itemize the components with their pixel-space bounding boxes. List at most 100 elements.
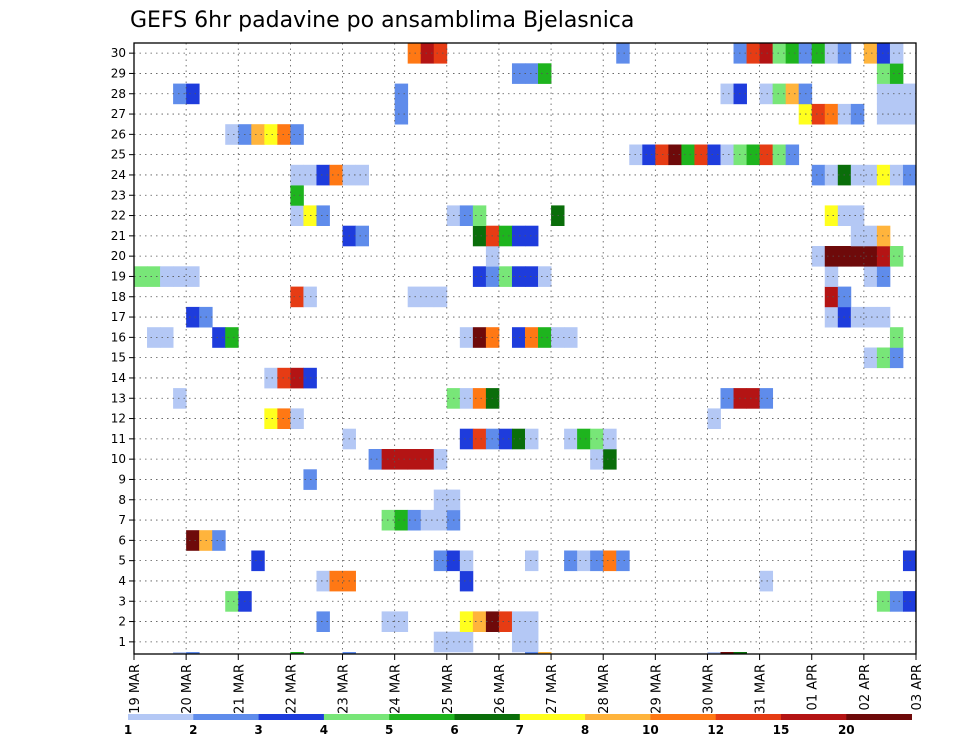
cell-member-21-step-96 bbox=[472, 225, 487, 247]
cell-member-21-step-125 bbox=[850, 225, 865, 247]
legend-swatch-4 bbox=[389, 714, 455, 720]
cell-member-16-step-95 bbox=[459, 327, 474, 348]
cell-member-30-step-127 bbox=[876, 43, 891, 64]
cell-member-2-step-100 bbox=[525, 611, 539, 632]
cell-member-5-step-103 bbox=[564, 550, 578, 572]
legend-label: 7 bbox=[516, 723, 524, 737]
y-tick-label: 16 bbox=[111, 330, 126, 344]
cell-member-20-step-122 bbox=[811, 246, 826, 267]
cell-member-30-step-123 bbox=[824, 43, 839, 64]
x-tick-label: 25 MAR bbox=[441, 664, 456, 714]
cell-member-12-step-82 bbox=[290, 408, 304, 429]
cell-member-15-step-128 bbox=[889, 347, 904, 369]
legend-swatch-2 bbox=[258, 714, 325, 720]
legend-swatch-9 bbox=[715, 714, 782, 720]
cell-member-30-step-93 bbox=[433, 43, 448, 64]
cell-member-5-step-95 bbox=[459, 550, 474, 572]
y-tick-label: 6 bbox=[118, 533, 126, 547]
cell-member-5-step-93 bbox=[433, 550, 448, 572]
cell-member-5-step-107 bbox=[616, 550, 630, 572]
cell-member-28-step-119 bbox=[772, 83, 787, 105]
legend-label: 5 bbox=[385, 723, 393, 737]
cell-member-5-step-79 bbox=[251, 550, 265, 572]
cell-member-1-step-93 bbox=[433, 631, 448, 653]
cell-member-30-step-119 bbox=[772, 43, 787, 64]
y-axis-ticks: 1234567891011121314151617181920212223242… bbox=[111, 46, 134, 649]
legend-swatch-5 bbox=[454, 714, 521, 720]
cell-member-4-step-84 bbox=[316, 570, 330, 592]
cell-member-1-step-100 bbox=[525, 631, 539, 653]
x-tick-label: 03 APR bbox=[910, 664, 925, 710]
cell-member-8-step-93 bbox=[433, 489, 448, 511]
heatmap-cells bbox=[134, 43, 917, 654]
y-tick-label: 3 bbox=[118, 594, 126, 608]
y-tick-label: 15 bbox=[111, 351, 126, 365]
legend-label: 6 bbox=[450, 723, 458, 737]
y-tick-label: 11 bbox=[111, 432, 126, 446]
cell-member-29-step-101 bbox=[538, 63, 552, 84]
cell-member-25-step-111 bbox=[668, 144, 682, 166]
cell-member-20-step-125 bbox=[850, 246, 865, 267]
cell-member-27-step-127 bbox=[876, 103, 891, 125]
cell-member-21-step-87 bbox=[355, 225, 369, 247]
cell-member-2-step-90 bbox=[394, 611, 409, 632]
cell-member-29-step-127 bbox=[876, 63, 891, 84]
cell-member-28-step-115 bbox=[720, 83, 734, 105]
cell-member-16-step-72 bbox=[160, 327, 174, 348]
cell-member-28-step-120 bbox=[785, 83, 800, 105]
y-tick-label: 28 bbox=[111, 87, 126, 101]
cell-member-20-step-123 bbox=[824, 246, 839, 267]
cell-member-16-step-76 bbox=[212, 327, 226, 348]
y-tick-label: 2 bbox=[118, 615, 126, 629]
cell-member-27-step-128 bbox=[889, 103, 904, 125]
cell-member-21-step-99 bbox=[511, 225, 526, 247]
cell-member-27-step-122 bbox=[811, 103, 826, 125]
cell-member-21-step-127 bbox=[876, 225, 891, 247]
cell-member-2-step-84 bbox=[316, 611, 330, 632]
legend-label: 3 bbox=[254, 723, 262, 737]
cell-member-17-step-127 bbox=[876, 306, 891, 328]
legend-label: 15 bbox=[773, 723, 790, 737]
cell-member-28-step-118 bbox=[759, 83, 774, 105]
cell-strip-step-101 bbox=[538, 652, 552, 654]
x-tick-label: 27 MAR bbox=[545, 664, 560, 714]
cell-member-30-step-91 bbox=[407, 43, 422, 64]
cell-member-10-step-92 bbox=[420, 449, 435, 470]
grid-lines bbox=[134, 43, 916, 654]
cell-member-11-step-95 bbox=[459, 428, 474, 450]
y-tick-label: 4 bbox=[118, 574, 126, 588]
cell-member-18-step-93 bbox=[433, 286, 448, 308]
cell-strip-step-86 bbox=[342, 652, 356, 654]
x-tick-label: 02 APR bbox=[858, 664, 873, 710]
cell-member-19-step-96 bbox=[472, 266, 487, 287]
cell-member-23-step-82 bbox=[290, 185, 304, 206]
x-tick-label: 23 MAR bbox=[337, 664, 352, 714]
cell-member-26-step-77 bbox=[225, 124, 239, 145]
y-tick-label: 5 bbox=[118, 554, 126, 568]
cell-member-19-step-72 bbox=[160, 266, 174, 287]
cell-member-16-step-99 bbox=[511, 327, 526, 348]
cell-member-30-step-92 bbox=[420, 43, 435, 64]
cell-member-17-step-125 bbox=[850, 306, 865, 328]
cell-member-16-step-77 bbox=[225, 327, 239, 348]
cell-member-22-step-123 bbox=[824, 205, 839, 226]
x-tick-label: 26 MAR bbox=[493, 664, 508, 714]
cell-member-16-step-96 bbox=[472, 327, 487, 348]
cell-member-19-step-123 bbox=[824, 266, 839, 287]
cell-member-22-step-95 bbox=[459, 205, 474, 226]
y-tick-label: 25 bbox=[111, 148, 126, 162]
chart-title: GEFS 6hr padavine po ansamblima Bjelasni… bbox=[130, 8, 634, 33]
cell-member-2-step-99 bbox=[511, 611, 526, 632]
cell-member-13-step-118 bbox=[759, 388, 774, 409]
cell-member-19-step-126 bbox=[863, 266, 878, 287]
cell-member-10-step-93 bbox=[433, 449, 448, 470]
y-tick-label: 14 bbox=[111, 371, 126, 385]
y-tick-label: 10 bbox=[111, 452, 126, 466]
cell-member-30-step-117 bbox=[746, 43, 760, 64]
cell-member-20-step-127 bbox=[876, 246, 891, 267]
cell-member-2-step-96 bbox=[472, 611, 487, 632]
cell-member-24-step-122 bbox=[811, 164, 826, 186]
cell-member-26-step-80 bbox=[264, 124, 278, 145]
cell-member-22-step-96 bbox=[472, 205, 487, 226]
cell-member-19-step-100 bbox=[525, 266, 539, 287]
